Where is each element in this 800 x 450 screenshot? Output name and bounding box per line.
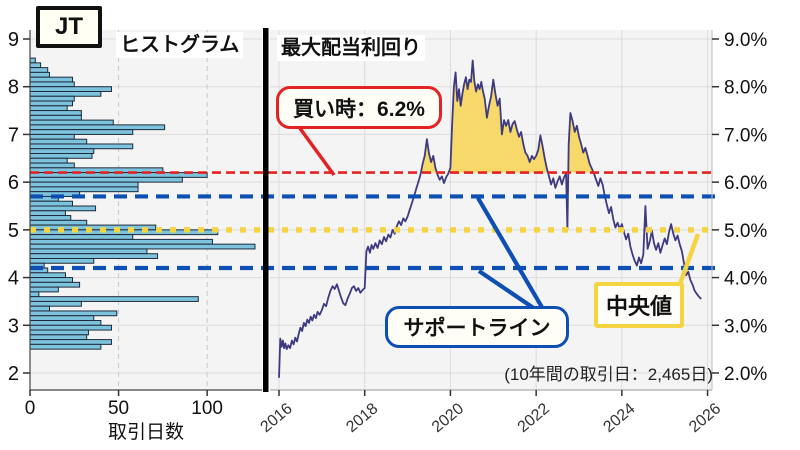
trading-days-note: (10年間の取引日：2,465日) xyxy=(504,365,713,384)
hist-xtick-label: 100 xyxy=(191,398,223,419)
hist-bar xyxy=(29,248,148,255)
hist-bar xyxy=(29,334,88,341)
hist-bar xyxy=(29,86,112,92)
hist-bar xyxy=(29,272,66,279)
hist-bar xyxy=(29,71,50,78)
hist-bar xyxy=(29,215,72,221)
hist-bar xyxy=(29,277,74,283)
hist-bar xyxy=(29,148,95,155)
hist-bar xyxy=(29,305,50,312)
hist-bar xyxy=(29,181,139,188)
axes-ticks-labels: 9 8 7 6 5 4 3 2 9.0% 8.0% 7.0% 6.0% 5.0% 4.0% 3.0% 2.0%… xyxy=(8,29,768,443)
left-ytick-label: 7 xyxy=(8,124,19,146)
hist-bar xyxy=(29,257,95,264)
year-xtick-label: 2024 xyxy=(600,400,638,436)
hist-bar xyxy=(29,329,89,336)
hist-bar xyxy=(29,162,75,169)
hist-bar xyxy=(29,291,40,298)
hist-bar xyxy=(29,281,81,288)
right-ytick-label: 5.0% xyxy=(724,221,767,242)
year-xtick-label: 2016 xyxy=(258,400,296,436)
series-panel-title: 最大配当利回り xyxy=(277,35,425,61)
hist-bar xyxy=(29,176,183,183)
right-ytick-label: 6.0% xyxy=(724,173,767,194)
hist-bar xyxy=(29,320,102,326)
panel-divider xyxy=(263,28,269,392)
hist-bar xyxy=(29,253,159,259)
right-ytick-label: 4.0% xyxy=(724,269,767,290)
hist-bar xyxy=(29,343,102,350)
hist-bar xyxy=(29,76,74,83)
yield-line xyxy=(278,59,702,378)
hist-bar xyxy=(29,105,68,112)
year-xtick-label: 2026 xyxy=(686,400,724,436)
right-ytick-label: 8.0% xyxy=(724,78,767,99)
hist-bar xyxy=(29,315,95,322)
hist-bar xyxy=(29,300,82,307)
hist-bar xyxy=(29,138,88,145)
left-ytick-label: 6 xyxy=(8,172,19,194)
hist-bar xyxy=(29,186,139,193)
stock-ticker-badge: JT xyxy=(36,6,103,48)
hist-bar xyxy=(29,210,66,217)
hist-bar xyxy=(29,110,82,116)
support-upper-pointer-line xyxy=(476,196,545,311)
hist-bar xyxy=(29,234,134,240)
left-ytick-label: 8 xyxy=(8,77,19,99)
hist-bar xyxy=(29,286,59,293)
histogram-panel-title: ヒストグラム xyxy=(116,32,244,58)
hist-bar xyxy=(29,310,118,317)
hist-xtick-label: 0 xyxy=(25,398,36,419)
right-ytick-label: 2.0% xyxy=(724,364,767,385)
hist-bar xyxy=(29,90,102,97)
hist-bar xyxy=(29,119,114,126)
median-callout: 中央値 xyxy=(594,282,684,328)
hist-bar xyxy=(29,129,134,135)
left-ytick-label: 9 xyxy=(8,29,19,51)
left-ytick-label: 5 xyxy=(8,220,19,242)
yield-line-path xyxy=(278,59,702,378)
hist-bar xyxy=(29,157,68,164)
hist-bar xyxy=(29,95,75,102)
year-xtick-label: 2020 xyxy=(429,400,467,436)
hist-bar xyxy=(29,143,134,150)
panel-divider-line xyxy=(263,28,269,392)
hist-bar xyxy=(29,81,75,88)
year-xtick-label: 2018 xyxy=(343,400,381,436)
hist-bar xyxy=(29,238,213,245)
left-ytick-label: 2 xyxy=(8,363,19,385)
hist-bar xyxy=(29,100,74,107)
left-ytick-label: 3 xyxy=(8,315,19,337)
left-ytick-label: 4 xyxy=(8,268,19,290)
right-ytick-label: 9.0% xyxy=(724,30,767,51)
hist-bar xyxy=(29,57,36,64)
right-ytick-label: 3.0% xyxy=(724,316,767,337)
year-xtick-label: 2022 xyxy=(515,400,553,436)
hist-xtick-label: 50 xyxy=(108,398,129,419)
hist-bar xyxy=(29,324,112,331)
support-line-callout: サポートライン xyxy=(385,306,569,348)
buy-level-callout: 買い時：6.2% xyxy=(276,86,442,129)
hist-bar xyxy=(29,243,256,250)
hist-bar xyxy=(29,133,75,140)
hist-bar xyxy=(29,205,97,212)
hist-bar xyxy=(29,200,74,207)
threshold-lines xyxy=(30,171,715,271)
right-ytick-label: 7.0% xyxy=(724,125,767,146)
hist-bar xyxy=(29,296,199,302)
hist-xlabel: 取引日数 xyxy=(108,421,184,443)
hist-bar xyxy=(29,339,112,345)
buy-pointer-line xyxy=(297,125,336,177)
hist-bar xyxy=(29,114,82,121)
hist-bar xyxy=(29,67,49,73)
hist-bar xyxy=(29,124,166,131)
hist-bar xyxy=(29,153,93,159)
support-lower-pointer-line xyxy=(477,269,537,311)
hist-bar xyxy=(29,62,42,69)
hist-bar xyxy=(29,219,88,226)
